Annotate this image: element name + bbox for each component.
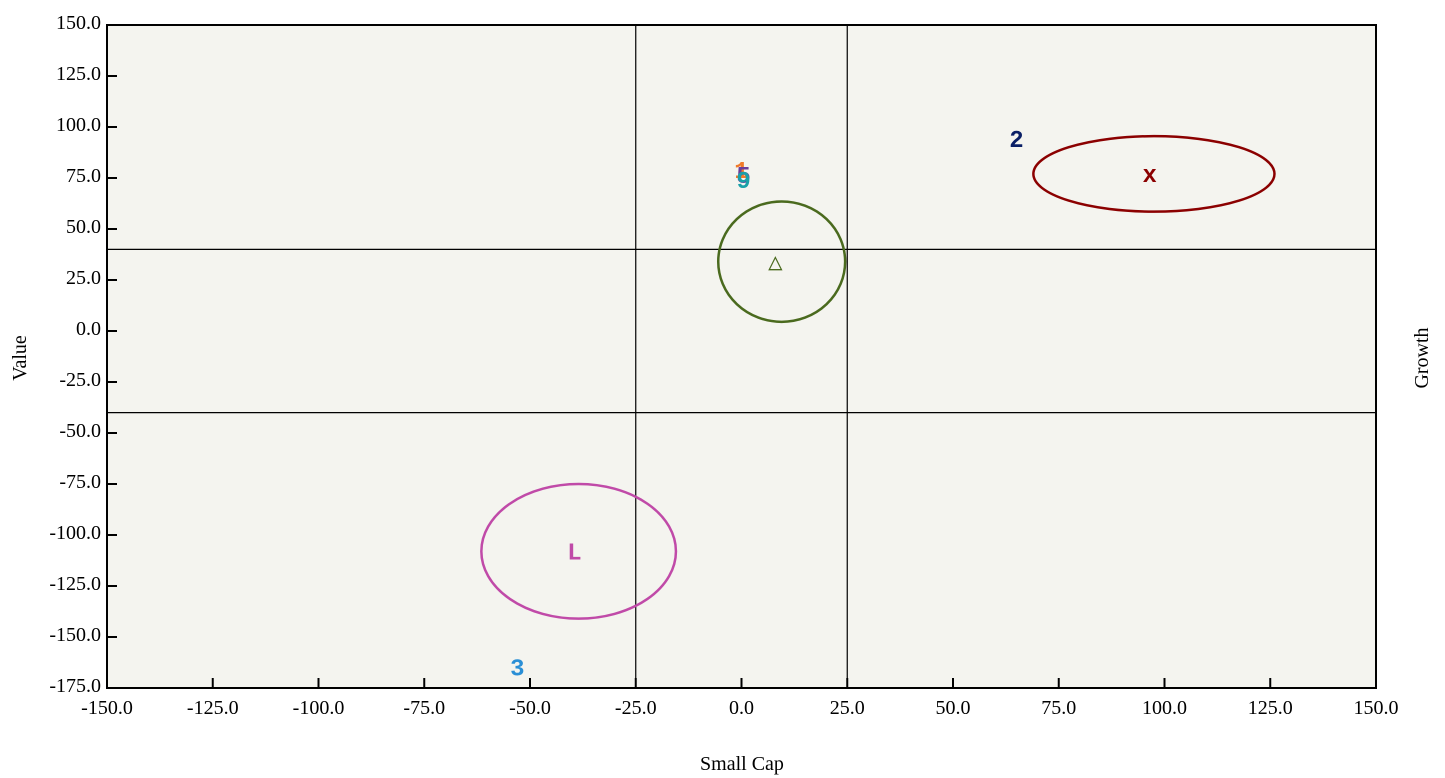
x-tick-label-9: 75.0 <box>1041 697 1076 719</box>
ellipse-2 <box>480 482 678 620</box>
y-tick-label-0: 150.0 <box>56 12 101 34</box>
x-tick-label-12: 150.0 <box>1354 697 1399 719</box>
y-axis-title-left: Value <box>9 335 31 381</box>
x-tick-label-7: 25.0 <box>830 697 865 719</box>
y-tick-label-4: 50.0 <box>66 216 101 238</box>
y-tick-label-12: -150.0 <box>49 624 101 646</box>
y-tick-label-5: 25.0 <box>66 267 101 289</box>
data-point-6: 5 <box>736 164 750 191</box>
x-tick-label-1: -125.0 <box>187 697 239 719</box>
x-axis: -150.0 -125.0 -100.0 -75.0 -50.0 -25.0 0.0 25.0… <box>81 678 1399 719</box>
y-tick-label-2: 100.0 <box>56 114 101 136</box>
data-points: x △ L 2 3 159 <box>510 128 1157 683</box>
data-point-2: L <box>567 540 581 567</box>
reference-lines <box>107 25 1376 688</box>
data-point-0: x <box>1142 163 1156 190</box>
data-point-7: 9 <box>736 169 750 196</box>
ellipses <box>480 134 1276 620</box>
y-tick-label-3: 75.0 <box>66 165 101 187</box>
y-tick-label-8: -50.0 <box>59 420 101 442</box>
x-tick-label-0: -150.0 <box>81 697 133 719</box>
data-point-3: 2 <box>1009 128 1023 155</box>
data-point-4: 3 <box>510 657 524 684</box>
x-tick-label-4: -50.0 <box>509 697 551 719</box>
plot-area <box>107 25 1376 688</box>
x-tick-label-6: 0.0 <box>729 697 754 719</box>
ellipse-1 <box>716 200 847 324</box>
x-tick-label-2: -100.0 <box>293 697 345 719</box>
x-axis-title: Small Cap <box>700 753 784 775</box>
y-tick-label-9: -75.0 <box>59 471 101 493</box>
x-tick-label-10: 100.0 <box>1142 697 1187 719</box>
x-tick-label-8: 50.0 <box>936 697 971 719</box>
y-tick-label-7: -25.0 <box>59 369 101 391</box>
y-tick-label-13: -175.0 <box>49 675 101 697</box>
ellipse-0 <box>1032 134 1276 213</box>
data-point-1: △ <box>768 251 783 278</box>
y-axis-title-right: Growth <box>1411 327 1433 388</box>
y-tick-label-11: -125.0 <box>49 573 101 595</box>
x-tick-label-3: -75.0 <box>403 697 445 719</box>
y-tick-label-1: 125.0 <box>56 63 101 85</box>
y-tick-label-10: -100.0 <box>49 522 101 544</box>
y-axis: 150.0 125.0 100.0 75.0 50.0 25.0 0.0 -25.0 -50.0… <box>49 12 117 697</box>
y-tick-label-6: 0.0 <box>76 318 101 340</box>
data-point-5: 1 <box>734 159 748 186</box>
x-tick-label-11: 125.0 <box>1248 697 1293 719</box>
x-tick-label-5: -25.0 <box>615 697 657 719</box>
